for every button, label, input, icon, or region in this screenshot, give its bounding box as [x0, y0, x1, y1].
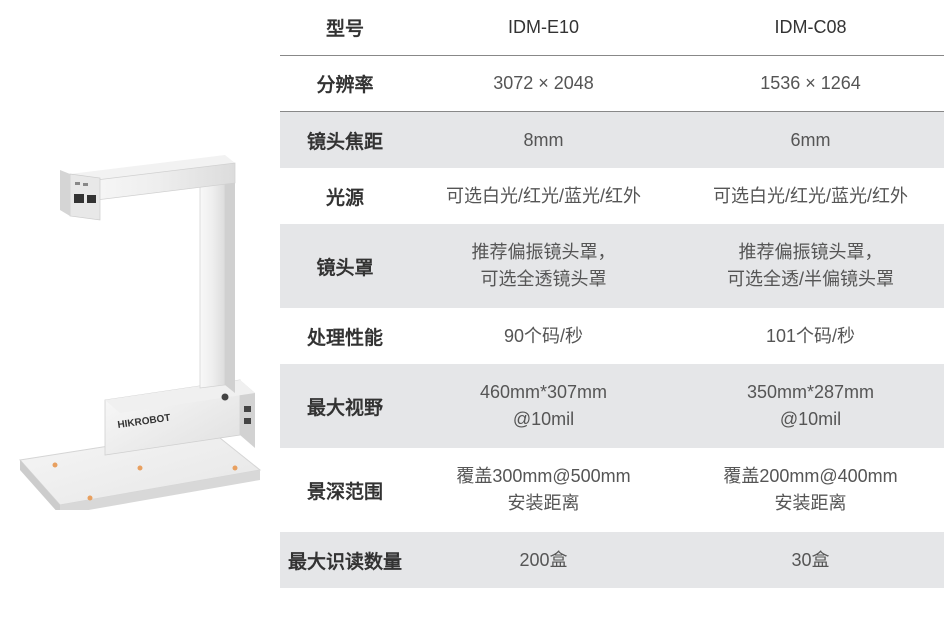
spec-label: 型号 [280, 6, 410, 49]
table-row: 光源 可选白光/红光/蓝光/红外 可选白光/红光/蓝光/红外 [280, 168, 944, 224]
spec-label: 镜头罩 [280, 245, 410, 288]
table-row: 分辨率 3072 × 2048 1536 × 1264 [280, 56, 944, 112]
spec-label: 景深范围 [280, 469, 410, 512]
spec-value-col1: 覆盖300mm@500mm 安装距离 [410, 455, 677, 525]
spec-label: 最大视野 [280, 385, 410, 428]
spec-label: 分辨率 [280, 62, 410, 105]
table-row: 最大识读数量 200盒 30盒 [280, 532, 944, 588]
spec-label: 光源 [280, 175, 410, 218]
plate-dot [53, 463, 58, 468]
spec-value-col1: 3072 × 2048 [410, 62, 677, 105]
device-vertical-arm-side [225, 172, 235, 393]
spec-value-col2: 30盒 [677, 539, 944, 582]
plate-dot [138, 466, 143, 471]
table-row: 镜头罩 推荐偏振镜头罩， 可选全透镜头罩 推荐偏振镜头罩， 可选全透/半偏镜头罩 [280, 224, 944, 308]
device-led [83, 183, 88, 186]
device-illustration: HIKROBOT [10, 150, 270, 510]
product-image-column: HIKROBOT [0, 0, 280, 624]
device-camera-head-side [60, 170, 70, 216]
spec-label: 最大识读数量 [280, 539, 410, 582]
table-row: 处理性能 90个码/秒 101个码/秒 [280, 308, 944, 364]
device-button [222, 394, 229, 401]
device-vertical-arm [200, 172, 225, 388]
spec-value-col1: 90个码/秒 [410, 315, 677, 358]
spec-value-col2: 101个码/秒 [677, 315, 944, 358]
spec-value-col1: 推荐偏振镜头罩， 可选全透镜头罩 [410, 231, 677, 301]
table-row: 镜头焦距 8mm 6mm [280, 112, 944, 168]
spec-table: 型号 IDM-E10 IDM-C08 分辨率 3072 × 2048 1536 … [280, 0, 944, 624]
spec-value-col2: 6mm [677, 119, 944, 162]
spec-value-col2: 推荐偏振镜头罩， 可选全透/半偏镜头罩 [677, 231, 944, 301]
device-led [75, 182, 80, 185]
device-port [244, 406, 251, 412]
plate-dot [233, 466, 238, 471]
table-row: 景深范围 覆盖300mm@500mm 安装距离 覆盖200mm@400mm 安装… [280, 448, 944, 532]
spec-value-col2: IDM-C08 [677, 6, 944, 49]
spec-value-col2: 1536 × 1264 [677, 62, 944, 105]
spec-value-col1: 460mm*307mm @10mil [410, 371, 677, 441]
spec-value-col1: 200盒 [410, 539, 677, 582]
table-row-header: 型号 IDM-E10 IDM-C08 [280, 0, 944, 56]
spec-label: 镜头焦距 [280, 119, 410, 162]
device-lens [87, 195, 96, 203]
spec-value-col2: 350mm*287mm @10mil [677, 371, 944, 441]
device-lens [74, 194, 84, 203]
spec-value-col2: 覆盖200mm@400mm 安装距离 [677, 455, 944, 525]
spec-value-col1: 可选白光/红光/蓝光/红外 [410, 175, 677, 218]
plate-dot [88, 496, 93, 501]
table-row: 最大视野 460mm*307mm @10mil 350mm*287mm @10m… [280, 364, 944, 448]
device-port [244, 418, 251, 424]
page-container: HIKROBOT 型号 IDM-E10 [0, 0, 944, 624]
spec-value-col1: 8mm [410, 119, 677, 162]
spec-value-col2: 可选白光/红光/蓝光/红外 [677, 175, 944, 218]
spec-value-col1: IDM-E10 [410, 6, 677, 49]
spec-label: 处理性能 [280, 315, 410, 358]
